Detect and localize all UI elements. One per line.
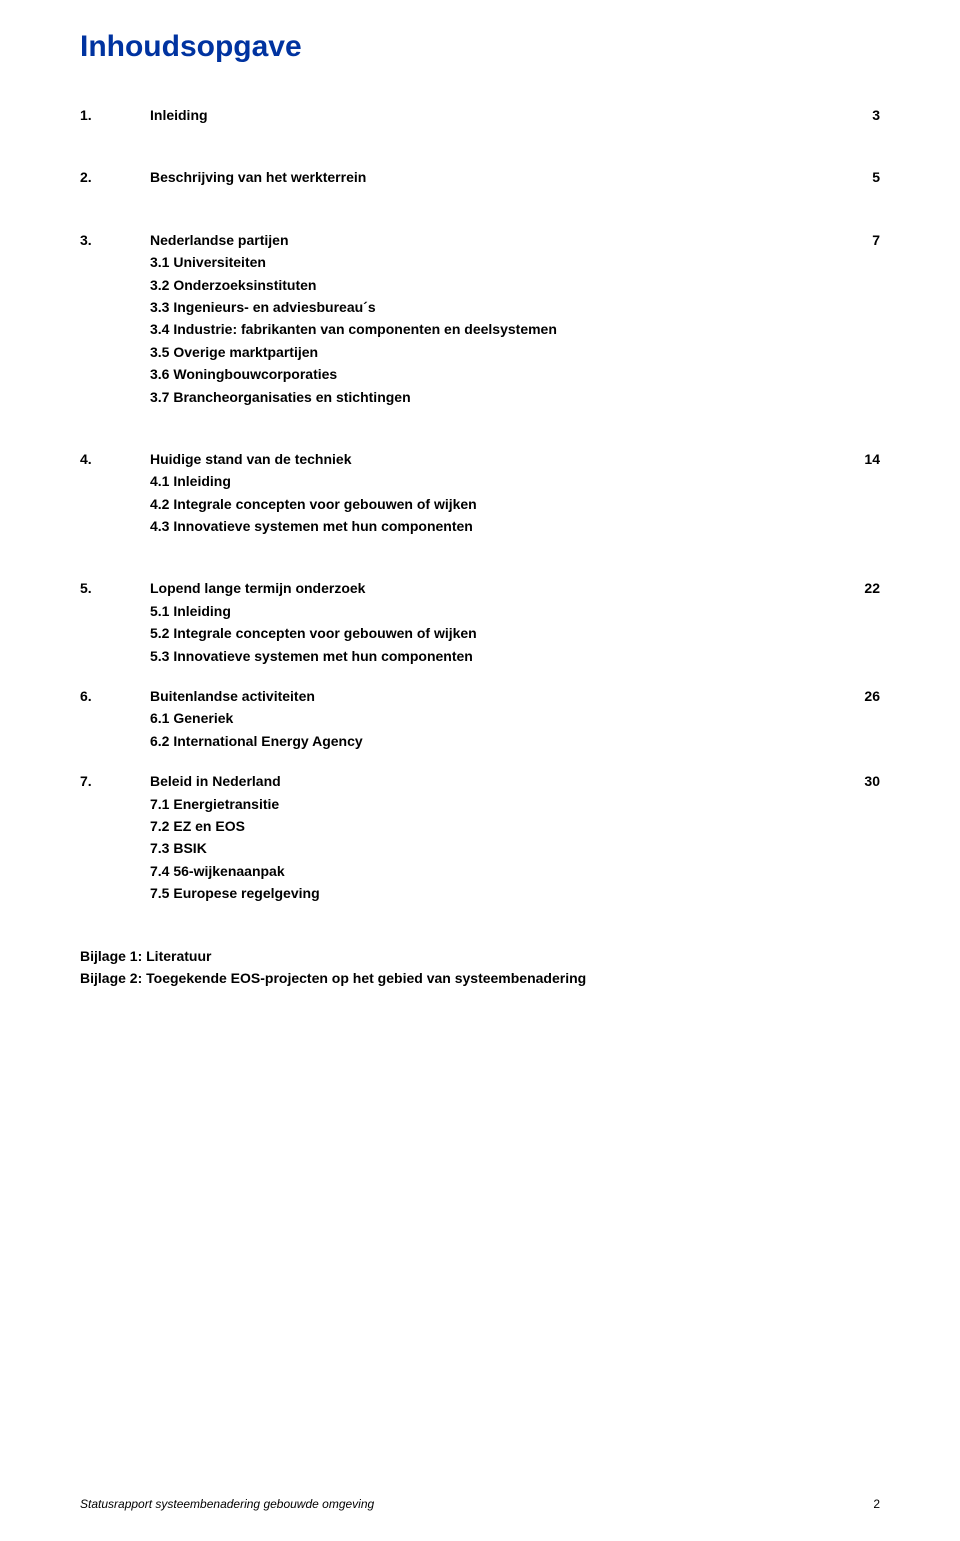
toc-subrow: 3.3 Ingenieurs- en adviesbureau´s	[80, 296, 880, 318]
table-of-contents: 1. Inleiding 3 2. Beschrijving van het w…	[80, 104, 880, 905]
toc-sublabel: 6.2 International Energy Agency	[150, 730, 880, 752]
toc-sublabel: 3.2 Onderzoeksinstituten	[150, 274, 880, 296]
toc-subrow: 4.2 Integrale concepten voor gebouwen of…	[80, 493, 880, 515]
page-footer: Statusrapport systeembenadering gebouwde…	[80, 1497, 880, 1511]
toc-section: 7. Beleid in Nederland 30 7.1 Energietra…	[80, 770, 880, 904]
toc-sublabel: 5.3 Innovatieve systemen met hun compone…	[150, 645, 880, 667]
toc-subrow: 3.7 Brancheorganisaties en stichtingen	[80, 386, 880, 408]
attachment-line: Bijlage 2: Toegekende EOS-projecten op h…	[80, 967, 880, 989]
toc-subrow: 7.4 56-wijkenaanpak	[80, 860, 880, 882]
toc-number: 3.	[80, 229, 150, 251]
toc-sublabel: 3.1 Universiteiten	[150, 251, 880, 273]
toc-number: 7.	[80, 770, 150, 792]
toc-subrow: 7.5 Europese regelgeving	[80, 882, 880, 904]
toc-sublabel: 4.1 Inleiding	[150, 470, 880, 492]
toc-row: 2. Beschrijving van het werkterrein 5	[80, 166, 880, 188]
toc-sublabel: 7.4 56-wijkenaanpak	[150, 860, 880, 882]
toc-subrow: 5.2 Integrale concepten voor gebouwen of…	[80, 622, 880, 644]
toc-page: 5	[820, 166, 880, 188]
toc-sublabel: 3.4 Industrie: fabrikanten van component…	[150, 318, 880, 340]
footer-title: Statusrapport systeembenadering gebouwde…	[80, 1497, 374, 1511]
toc-sublabel: 7.3 BSIK	[150, 837, 880, 859]
toc-sublabel: 7.5 Europese regelgeving	[150, 882, 880, 904]
toc-subrow: 5.3 Innovatieve systemen met hun compone…	[80, 645, 880, 667]
toc-label: Buitenlandse activiteiten	[150, 685, 820, 707]
toc-row: 7. Beleid in Nederland 30	[80, 770, 880, 792]
toc-label: Beleid in Nederland	[150, 770, 820, 792]
toc-section: 3. Nederlandse partijen 7 3.1 Universite…	[80, 229, 880, 408]
toc-subrow: 3.4 Industrie: fabrikanten van component…	[80, 318, 880, 340]
toc-subrow: 3.2 Onderzoeksinstituten	[80, 274, 880, 296]
toc-sublabel: 5.2 Integrale concepten voor gebouwen of…	[150, 622, 880, 644]
attachment-line: Bijlage 1: Literatuur	[80, 945, 880, 967]
page: Inhoudsopgave 1. Inleiding 3 2. Beschrij…	[0, 0, 960, 1541]
toc-number: 5.	[80, 577, 150, 599]
toc-section: 2. Beschrijving van het werkterrein 5	[80, 166, 880, 188]
attachments: Bijlage 1: Literatuur Bijlage 2: Toegeke…	[80, 945, 880, 990]
toc-subrow: 4.3 Innovatieve systemen met hun compone…	[80, 515, 880, 537]
toc-number: 6.	[80, 685, 150, 707]
toc-subrow: 3.6 Woningbouwcorporaties	[80, 363, 880, 385]
toc-page: 26	[820, 685, 880, 707]
toc-row: 6. Buitenlandse activiteiten 26	[80, 685, 880, 707]
toc-label: Beschrijving van het werkterrein	[150, 166, 820, 188]
toc-sublabel: 7.1 Energietransitie	[150, 793, 880, 815]
toc-page: 30	[820, 770, 880, 792]
toc-subrow: 6.1 Generiek	[80, 707, 880, 729]
page-title: Inhoudsopgave	[80, 30, 880, 64]
toc-page: 14	[820, 448, 880, 470]
toc-subrow: 3.1 Universiteiten	[80, 251, 880, 273]
toc-subrow: 7.1 Energietransitie	[80, 793, 880, 815]
toc-subrow: 3.5 Overige marktpartijen	[80, 341, 880, 363]
toc-number: 1.	[80, 104, 150, 126]
toc-section: 4. Huidige stand van de techniek 14 4.1 …	[80, 448, 880, 538]
toc-subrow: 6.2 International Energy Agency	[80, 730, 880, 752]
toc-section: 5. Lopend lange termijn onderzoek 22 5.1…	[80, 577, 880, 667]
toc-sublabel: 6.1 Generiek	[150, 707, 880, 729]
toc-row: 5. Lopend lange termijn onderzoek 22	[80, 577, 880, 599]
toc-row: 3. Nederlandse partijen 7	[80, 229, 880, 251]
toc-sublabel: 5.1 Inleiding	[150, 600, 880, 622]
toc-label: Lopend lange termijn onderzoek	[150, 577, 820, 599]
toc-label: Nederlandse partijen	[150, 229, 820, 251]
toc-sublabel: 4.2 Integrale concepten voor gebouwen of…	[150, 493, 880, 515]
toc-row: 4. Huidige stand van de techniek 14	[80, 448, 880, 470]
toc-page: 22	[820, 577, 880, 599]
footer-page-number: 2	[873, 1497, 880, 1511]
toc-page: 7	[820, 229, 880, 251]
toc-subrow: 7.2 EZ en EOS	[80, 815, 880, 837]
toc-page: 3	[820, 104, 880, 126]
toc-number: 4.	[80, 448, 150, 470]
toc-number: 2.	[80, 166, 150, 188]
toc-label: Inleiding	[150, 104, 820, 126]
toc-row: 1. Inleiding 3	[80, 104, 880, 126]
toc-subrow: 7.3 BSIK	[80, 837, 880, 859]
toc-sublabel: 3.6 Woningbouwcorporaties	[150, 363, 880, 385]
toc-sublabel: 4.3 Innovatieve systemen met hun compone…	[150, 515, 880, 537]
toc-sublabel: 7.2 EZ en EOS	[150, 815, 880, 837]
toc-sublabel: 3.3 Ingenieurs- en adviesbureau´s	[150, 296, 880, 318]
toc-section: 1. Inleiding 3	[80, 104, 880, 126]
toc-sublabel: 3.7 Brancheorganisaties en stichtingen	[150, 386, 880, 408]
toc-section: 6. Buitenlandse activiteiten 26 6.1 Gene…	[80, 685, 880, 752]
toc-sublabel: 3.5 Overige marktpartijen	[150, 341, 880, 363]
toc-subrow: 4.1 Inleiding	[80, 470, 880, 492]
toc-label: Huidige stand van de techniek	[150, 448, 820, 470]
toc-subrow: 5.1 Inleiding	[80, 600, 880, 622]
